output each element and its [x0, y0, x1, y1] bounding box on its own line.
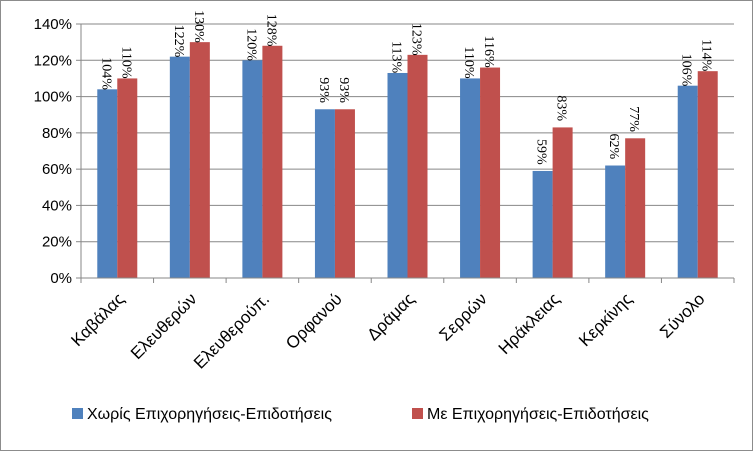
data-label: 93%: [316, 77, 331, 103]
data-label: 77%: [626, 106, 641, 132]
x-category-label: Ελευθερών: [127, 289, 201, 363]
data-label: 128%: [263, 14, 278, 47]
legend: Χωρίς Επιχορηγήσεις-Επιδοτήσεις Με Επιχορ…: [72, 406, 649, 423]
bar: [262, 45, 283, 279]
x-category-label: Δράμας: [363, 289, 418, 344]
bar: [117, 78, 138, 278]
data-label: 110%: [461, 46, 476, 78]
bar: [480, 67, 501, 279]
x-category-label: Ελευθερούπ.: [190, 289, 273, 372]
data-label: 120%: [243, 28, 258, 61]
data-label: 83%: [554, 95, 569, 121]
data-label: 93%: [336, 77, 351, 103]
data-label: 62%: [606, 134, 621, 160]
bar: [532, 170, 553, 278]
y-tick-label: 100%: [34, 89, 72, 106]
y-tick-label: 80%: [42, 125, 72, 142]
bar: [460, 78, 481, 278]
y-tick-label: 40%: [42, 197, 72, 214]
data-label: 130%: [191, 10, 206, 43]
legend-swatch: [412, 408, 423, 419]
data-label: 59%: [534, 139, 549, 165]
data-label: 122%: [171, 25, 186, 58]
data-label: 104%: [98, 57, 113, 90]
data-label: 113%: [389, 41, 404, 73]
y-axis: 0% 20% 40% 60% 80% 100% 120% 140%: [34, 16, 82, 287]
bars: [97, 42, 718, 279]
bar: [625, 138, 646, 278]
bar: [387, 72, 408, 278]
data-label: 106%: [679, 54, 694, 87]
y-tick-label: 60%: [42, 161, 72, 178]
data-label: 110%: [118, 46, 133, 78]
x-category-label: Ορφανού: [282, 289, 346, 353]
bar: [189, 42, 210, 279]
x-category-label: Ηράκλειας: [495, 289, 564, 358]
bar: [605, 165, 626, 278]
y-tick-label: 120%: [34, 52, 72, 69]
y-tick-label: 140%: [34, 16, 72, 33]
y-tick-label: 0%: [50, 270, 72, 287]
bar: [97, 89, 118, 278]
y-tick-label: 20%: [42, 234, 72, 251]
data-labels: 104% 110% 122% 130% 120% 128% 93% 93% 113% 123% 11…: [98, 10, 713, 165]
bar: [314, 109, 335, 279]
bar: [552, 127, 573, 279]
legend-label: Με Επιχορηγήσεις-Επιδοτήσεις: [427, 406, 649, 423]
bar: [697, 71, 718, 279]
x-category-label: Κερκίνης: [575, 289, 636, 350]
data-label: 123%: [409, 23, 424, 56]
bar: [334, 109, 355, 279]
bar: [242, 60, 263, 279]
data-label: 116%: [481, 36, 496, 68]
x-category-label: Καβάλας: [67, 289, 128, 350]
x-category-label: Σερρών: [436, 289, 491, 344]
bar: [169, 56, 190, 279]
x-category-label: Σύνολο: [656, 289, 708, 341]
bar: [677, 85, 698, 278]
bar: [407, 54, 428, 278]
legend-label: Χωρίς Επιχορηγήσεις-Επιδοτήσεις: [87, 406, 332, 423]
legend-swatch: [72, 408, 83, 419]
data-label: 114%: [699, 39, 714, 71]
